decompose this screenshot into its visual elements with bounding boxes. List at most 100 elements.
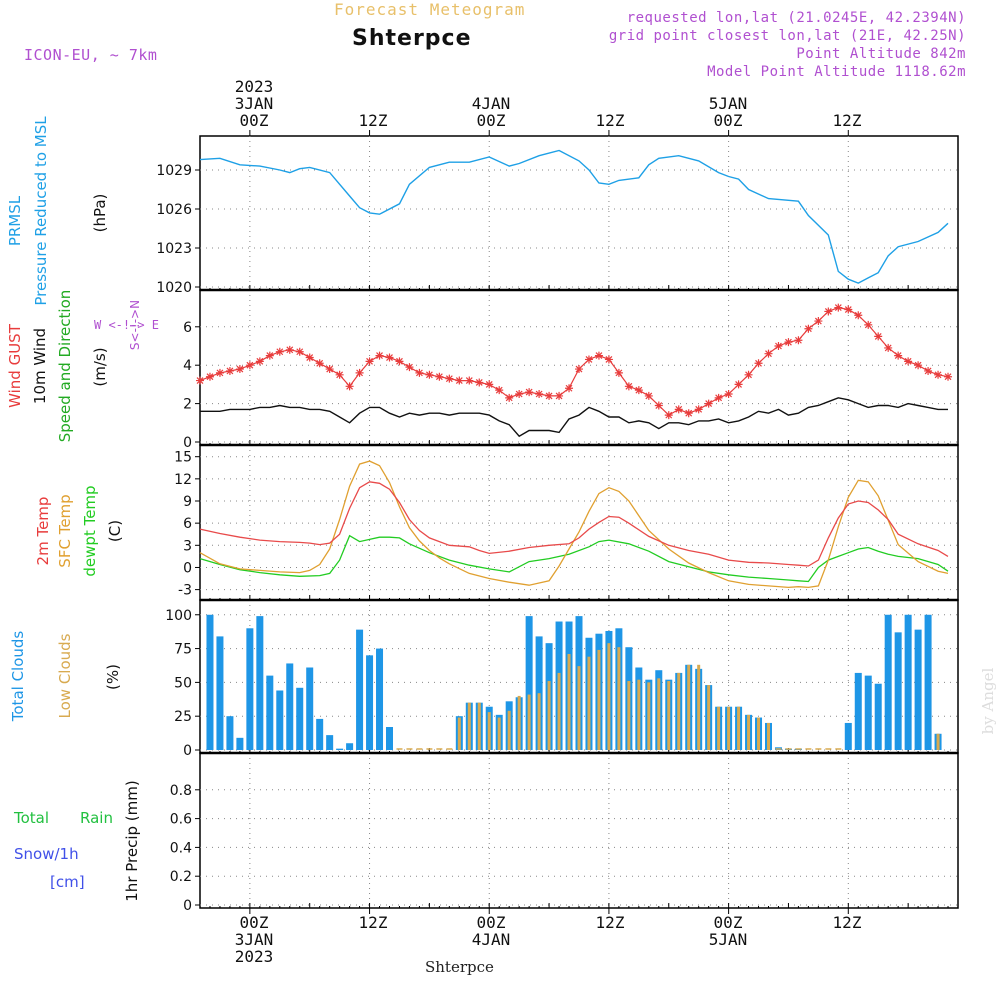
gust-marker bbox=[575, 365, 583, 374]
ytick-label: 6 bbox=[183, 516, 192, 532]
dewpt-line bbox=[199, 534, 949, 583]
gust-marker bbox=[864, 320, 873, 329]
gust-marker bbox=[415, 368, 424, 377]
gust-marker bbox=[584, 355, 593, 364]
gust-marker bbox=[874, 332, 883, 341]
precip-cm-label: [cm] bbox=[50, 873, 85, 891]
low-cloud-bar bbox=[727, 706, 731, 750]
gust-marker bbox=[664, 411, 673, 420]
top-time-label-00z-5jan: 5JAN 00Z bbox=[693, 95, 763, 129]
gust-marker bbox=[644, 391, 653, 400]
top-label-hour: 00Z bbox=[713, 111, 743, 130]
ytick-label: 75 bbox=[174, 642, 192, 658]
gust-marker bbox=[255, 357, 264, 366]
gust-marker bbox=[814, 317, 823, 326]
ytick-label: 3 bbox=[183, 538, 192, 554]
top-label-hour: 00Z bbox=[239, 111, 269, 130]
low-cloud-bar bbox=[597, 649, 601, 750]
low-cloud-bar bbox=[467, 702, 471, 750]
gust-marker bbox=[724, 390, 733, 398]
station-name: Shterpce bbox=[352, 26, 472, 51]
gust-marker bbox=[305, 353, 314, 362]
gust-marker bbox=[295, 347, 304, 356]
sfc-temp-line bbox=[199, 460, 949, 589]
total-cloud-bar bbox=[874, 683, 882, 750]
model-name: ICON-EU, ~ 7km bbox=[24, 46, 158, 64]
gust-marker bbox=[515, 390, 524, 398]
ytick-label: 0.6 bbox=[170, 812, 192, 828]
low-cloud-bar bbox=[697, 664, 701, 750]
total-cloud-bar bbox=[904, 614, 912, 750]
ytick-label: 1020 bbox=[156, 280, 192, 296]
top-time-label-12z-3jan: 12Z bbox=[338, 112, 408, 129]
gust-marker bbox=[894, 351, 903, 360]
gust-marker bbox=[465, 376, 474, 385]
total-cloud-bar bbox=[525, 616, 533, 750]
gridpoint-coords: grid point closest lon,lat (21E, 42.25N) bbox=[608, 28, 966, 44]
gust-marker bbox=[844, 305, 853, 314]
top-time-label-00z-3jan: 2023 3JAN 00Z bbox=[219, 78, 289, 129]
bottom-label-hour: 00Z bbox=[713, 913, 743, 932]
ytick-label: 25 bbox=[174, 709, 192, 725]
gust-marker bbox=[854, 311, 863, 320]
ytick-label: 2 bbox=[183, 397, 192, 413]
top-label-hour: 12Z bbox=[832, 111, 862, 130]
top-label-day: 4JAN bbox=[471, 94, 511, 113]
gust-marker bbox=[345, 382, 354, 391]
gust-marker bbox=[774, 342, 783, 350]
gust-marker bbox=[734, 380, 743, 389]
low-cloud-bar bbox=[557, 672, 561, 750]
ytick-label: -3 bbox=[178, 583, 192, 599]
gust-marker bbox=[485, 380, 494, 389]
top-label-day: 5JAN bbox=[708, 94, 748, 113]
total-cloud-bar bbox=[336, 748, 344, 750]
low-cloud-bar bbox=[717, 706, 721, 750]
bottom-label-day: 5JAN bbox=[708, 930, 748, 949]
ytick-label: 100 bbox=[165, 608, 192, 624]
total-cloud-bar bbox=[366, 655, 374, 750]
ytick-label: 0.8 bbox=[170, 783, 192, 799]
bottom-label-hour: 00Z bbox=[239, 913, 269, 932]
gust-marker bbox=[904, 357, 913, 366]
low-cloud-bar bbox=[767, 722, 770, 750]
low-cloud-bar bbox=[617, 647, 621, 750]
low-cloud-bar bbox=[457, 717, 461, 750]
low-cloud-bar bbox=[677, 672, 681, 750]
gust-marker bbox=[604, 355, 613, 364]
total-cloud-bar bbox=[326, 735, 334, 750]
gust-marker bbox=[884, 343, 893, 352]
bottom-label-year: 2023 bbox=[234, 947, 274, 966]
gust-marker bbox=[804, 324, 813, 333]
gust-marker bbox=[475, 378, 484, 387]
total-cloud-bar bbox=[346, 743, 354, 750]
gust-marker bbox=[285, 345, 294, 354]
panel-frame-4 bbox=[199, 752, 959, 909]
wind-speed-line bbox=[200, 397, 948, 438]
low-cloud-bar bbox=[577, 666, 581, 750]
low-cloud-bar bbox=[747, 714, 751, 750]
bottom-label-day: 4JAN bbox=[471, 930, 511, 949]
gust-marker bbox=[395, 357, 404, 366]
low-cloud-bar bbox=[627, 681, 631, 750]
ytick-label: 6 bbox=[183, 320, 192, 336]
ytick-label: 1023 bbox=[156, 241, 192, 257]
gust-marker bbox=[834, 303, 843, 312]
low-cloud-bar bbox=[477, 702, 481, 750]
gust-marker bbox=[594, 351, 603, 360]
gust-marker bbox=[784, 338, 793, 347]
gust-marker bbox=[215, 368, 224, 377]
gust-marker bbox=[944, 372, 953, 381]
gust-marker bbox=[365, 357, 374, 366]
gust-marker bbox=[405, 363, 414, 372]
low-cloud-bar bbox=[527, 694, 531, 750]
gust-marker bbox=[335, 370, 344, 379]
ytick-label: 9 bbox=[183, 494, 192, 510]
top-time-label-00z-4jan: 4JAN 00Z bbox=[456, 95, 526, 129]
gust-marker bbox=[824, 307, 833, 316]
ytick-label: 12 bbox=[174, 472, 192, 488]
ytick-label: 15 bbox=[174, 450, 192, 466]
gust-marker bbox=[275, 347, 284, 356]
low-cloud-bar bbox=[547, 681, 551, 750]
bottom-label-hour: 12Z bbox=[595, 913, 625, 932]
bottom-time-label-12z-4jan: 12Z bbox=[575, 914, 645, 931]
